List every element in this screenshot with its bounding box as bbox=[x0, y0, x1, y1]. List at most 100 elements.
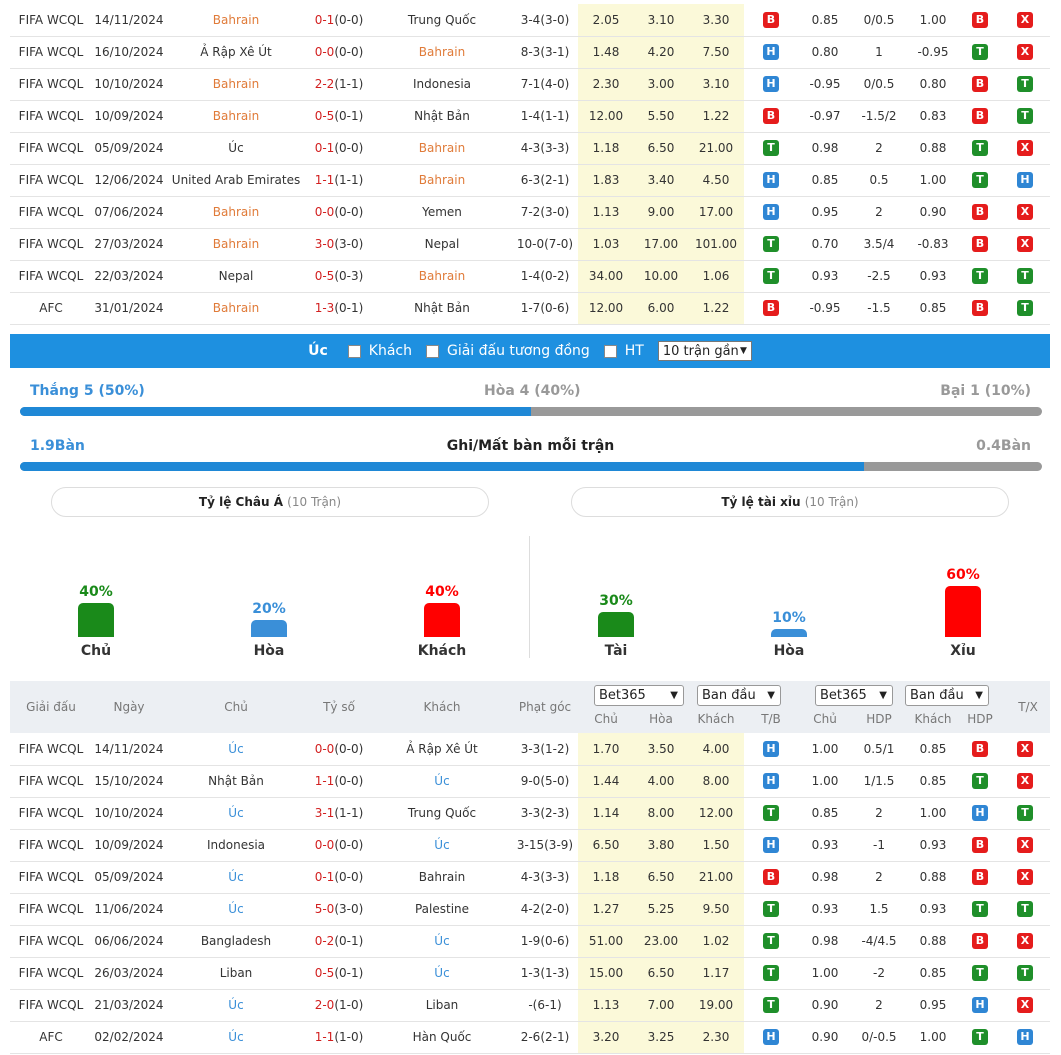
home-team-cell: Úc bbox=[166, 893, 306, 926]
result-cell: T bbox=[744, 893, 798, 926]
bookmaker-select-1[interactable]: Bet365 ▼ bbox=[594, 685, 684, 706]
hdp-result-cell: B bbox=[960, 228, 1000, 261]
hdp-result-badge: B bbox=[972, 236, 988, 252]
result-cell: H bbox=[744, 164, 798, 197]
match-row[interactable]: FIFA WCQL 11/06/2024 Úc 5-0(3-0) Palestine 4-… bbox=[10, 893, 1050, 926]
odds-draw-cell: 6.50 bbox=[634, 132, 688, 165]
match-row[interactable]: FIFA WCQL 14/11/2024 Bahrain 0-1(0-0) Trung … bbox=[10, 4, 1050, 37]
date-cell: 06/06/2024 bbox=[92, 925, 166, 958]
result-badge: T bbox=[763, 933, 779, 949]
home-team-cell: Bahrain bbox=[166, 292, 306, 325]
same-league-checkbox[interactable] bbox=[425, 344, 439, 358]
over-under-cell: X bbox=[1000, 829, 1050, 862]
over-under-badge: X bbox=[1017, 44, 1033, 60]
league-cell: FIFA WCQL bbox=[10, 260, 92, 293]
odds-draw-cell: 6.50 bbox=[634, 957, 688, 990]
goals-title: Ghi/Mất bàn mỗi trận bbox=[446, 438, 615, 454]
home-team-cell: Nhật Bản bbox=[166, 765, 306, 798]
over-under-cell: T bbox=[1000, 100, 1050, 133]
over-under-badge: T bbox=[1017, 108, 1033, 124]
half-time-score: (1-0) bbox=[334, 998, 364, 1012]
result-badge: H bbox=[763, 740, 779, 757]
recent-matches-select[interactable]: 10 trận gần ▼ bbox=[657, 341, 752, 361]
match-row[interactable]: FIFA WCQL 16/10/2024 Ả Rập Xê Út 0-0(0-0) Ba… bbox=[10, 36, 1050, 69]
match-row[interactable]: FIFA WCQL 10/10/2024 Úc 3-1(1-1) Trung Quốc 3… bbox=[10, 797, 1050, 830]
header-odds-away: Khách bbox=[697, 712, 735, 726]
odds-home-cell: 2.05 bbox=[578, 4, 634, 37]
match-row[interactable]: FIFA WCQL 14/11/2024 Úc 0-0(0-0) Ả Rập Xê Út… bbox=[10, 733, 1050, 766]
odds-away-cell: 1.22 bbox=[688, 100, 744, 133]
home-team-cell: United Arab Emirates bbox=[166, 164, 306, 197]
league-cell: AFC bbox=[10, 1021, 92, 1054]
over-under-cell: X bbox=[1000, 733, 1050, 766]
date-cell: 10/09/2024 bbox=[92, 829, 166, 862]
hdp-away-cell: 0.85 bbox=[906, 957, 960, 990]
goals-bar bbox=[20, 462, 1042, 471]
hdp-home-cell: 0.85 bbox=[798, 797, 852, 830]
match-row[interactable]: FIFA WCQL 10/10/2024 Bahrain 2-2(1-1) Indone… bbox=[10, 68, 1050, 101]
match-row[interactable]: FIFA WCQL 06/06/2024 Bangladesh 0-2(0-1) Úc 1… bbox=[10, 925, 1050, 958]
hdp-home-cell: 0.95 bbox=[798, 196, 852, 229]
score-cell: 0-5(0-1) bbox=[306, 100, 372, 133]
hdp-away-cell: 1.00 bbox=[906, 797, 960, 830]
over-under-tab[interactable]: Tỷ lệ tài xỉu (10 Trận) bbox=[571, 487, 1009, 517]
header-hdp-result: HDP bbox=[967, 712, 993, 726]
hdp-result-cell: T bbox=[960, 36, 1000, 69]
recent-matches-value: 10 trận gần bbox=[662, 343, 739, 359]
ht-checkbox[interactable] bbox=[603, 344, 617, 358]
corner-cell: 10-0(7-0) bbox=[512, 228, 578, 261]
league-cell: FIFA WCQL bbox=[10, 989, 92, 1022]
bookmaker-select-2[interactable]: Bet365 ▼ bbox=[815, 685, 893, 706]
header-league: Giải đấu bbox=[26, 700, 76, 714]
asian-odds-tab[interactable]: Tỷ lệ Châu Á (10 Trận) bbox=[51, 487, 489, 517]
away-checkbox[interactable] bbox=[347, 344, 361, 358]
league-cell: FIFA WCQL bbox=[10, 132, 92, 165]
match-row[interactable]: FIFA WCQL 10/09/2024 Indonesia 0-0(0-0) Úc 3-… bbox=[10, 829, 1050, 862]
hdp-line-cell: 1.5 bbox=[852, 893, 906, 926]
score-cell: 0-1(0-0) bbox=[306, 4, 372, 37]
match-row[interactable]: FIFA WCQL 10/09/2024 Bahrain 0-5(0-1) Nhật B… bbox=[10, 100, 1050, 133]
full-time-score: 0-0 bbox=[314, 838, 335, 852]
odds-type-select-2[interactable]: Ban đầu ▼ bbox=[905, 685, 989, 706]
odds-away-cell: 17.00 bbox=[688, 196, 744, 229]
team-name: Úc bbox=[308, 343, 328, 359]
full-time-score: 3-1 bbox=[314, 806, 335, 820]
over-under-badge: X bbox=[1017, 204, 1033, 220]
match-row[interactable]: AFC 31/01/2024 Bahrain 1-3(0-1) Nhật Bản 1-7(… bbox=[10, 292, 1050, 325]
league-cell: FIFA WCQL bbox=[10, 4, 92, 37]
date-cell: 11/06/2024 bbox=[92, 893, 166, 926]
over-under-badge: H bbox=[1017, 1029, 1033, 1045]
match-row[interactable]: FIFA WCQL 15/10/2024 Nhật Bản 1-1(0-0) Úc 9-0… bbox=[10, 765, 1050, 798]
match-row[interactable]: AFC 02/02/2024 Úc 1-1(1-0) Hàn Quốc 2-6(2-1) 3… bbox=[10, 1021, 1050, 1054]
corner-cell: 1-9(0-6) bbox=[512, 925, 578, 958]
match-row[interactable]: FIFA WCQL 21/03/2024 Úc 2-0(1-0) Liban -(6-1)… bbox=[10, 989, 1050, 1022]
chevron-down-icon: ▼ bbox=[879, 690, 887, 701]
hdp-line-cell: 0.5/1 bbox=[852, 733, 906, 766]
hdp-result-badge: B bbox=[972, 740, 988, 757]
match-row[interactable]: FIFA WCQL 22/03/2024 Nepal 0-5(0-3) Bahrain 1… bbox=[10, 260, 1050, 293]
over-under-cell: X bbox=[1000, 4, 1050, 37]
result-badge: H bbox=[763, 76, 779, 92]
match-row[interactable]: FIFA WCQL 27/03/2024 Bahrain 3-0(3-0) Nepal 1… bbox=[10, 228, 1050, 261]
match-row[interactable]: FIFA WCQL 05/09/2024 Úc 0-1(0-0) Bahrain 4-3(… bbox=[10, 861, 1050, 894]
over-under-cell: X bbox=[1000, 228, 1050, 261]
hdp-home-cell: 0.80 bbox=[798, 36, 852, 69]
match-row[interactable]: FIFA WCQL 26/03/2024 Liban 0-5(0-1) Úc 1-3(1-… bbox=[10, 957, 1050, 990]
date-cell: 05/09/2024 bbox=[92, 861, 166, 894]
odds-draw-cell: 6.50 bbox=[634, 861, 688, 894]
odds-type-select-1[interactable]: Ban đầu ▼ bbox=[697, 685, 781, 706]
date-cell: 26/03/2024 bbox=[92, 957, 166, 990]
match-row[interactable]: FIFA WCQL 05/09/2024 Úc 0-1(0-0) Bahrain 4-3(… bbox=[10, 132, 1050, 165]
half-time-score: (0-1) bbox=[334, 301, 364, 315]
odds-home-cell: 2.30 bbox=[578, 68, 634, 101]
hdp-home-cell: 0.85 bbox=[798, 4, 852, 37]
odds-draw-cell: 7.00 bbox=[634, 989, 688, 1022]
hdp-result-badge: T bbox=[972, 140, 988, 156]
match-row[interactable]: FIFA WCQL 12/06/2024 United Arab Emirates 1… bbox=[10, 164, 1050, 197]
odds-type-1-value: Ban đầu bbox=[702, 688, 756, 703]
hdp-away-cell: 0.95 bbox=[906, 989, 960, 1022]
hdp-away-cell: 1.00 bbox=[906, 164, 960, 197]
league-cell: FIFA WCQL bbox=[10, 797, 92, 830]
result-cell: H bbox=[744, 1021, 798, 1054]
match-row[interactable]: FIFA WCQL 07/06/2024 Bahrain 0-0(0-0) Yemen 7… bbox=[10, 196, 1050, 229]
